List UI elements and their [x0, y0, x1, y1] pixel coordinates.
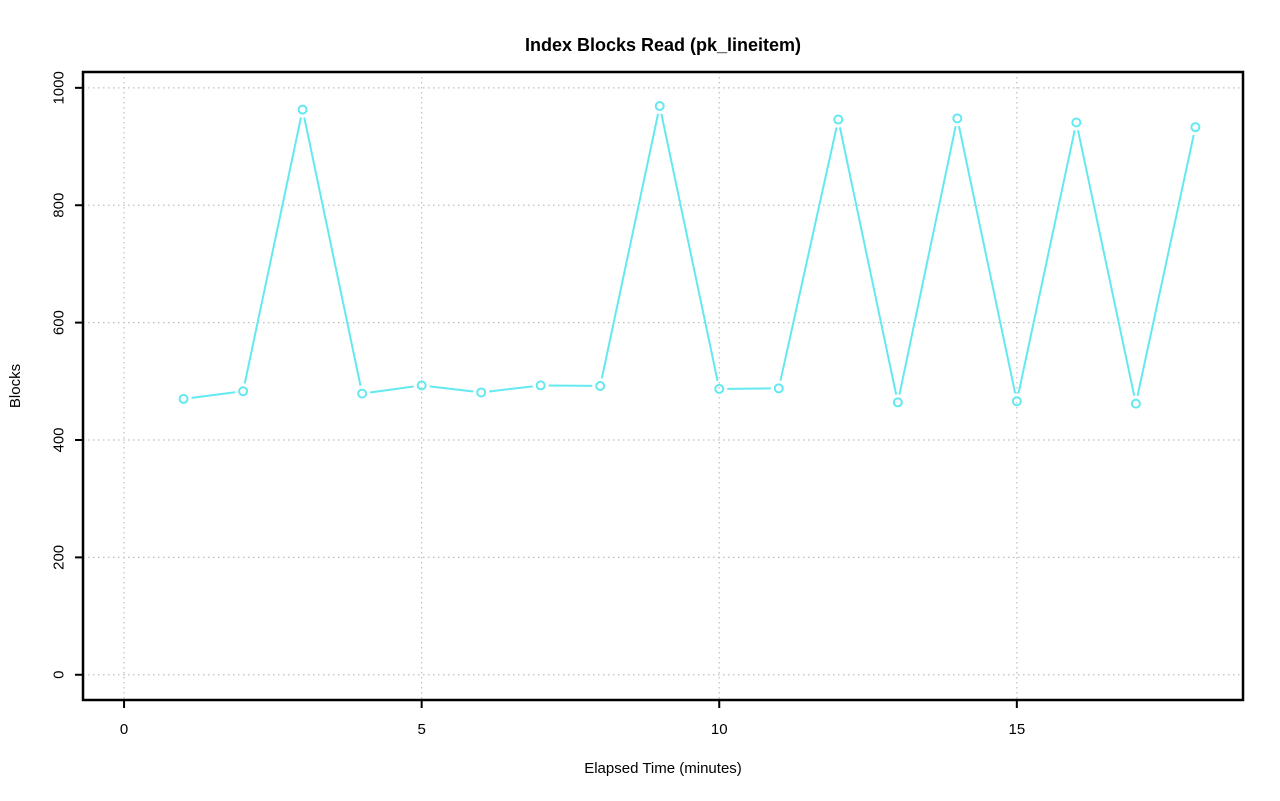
- y-axis-label: Blocks: [7, 364, 24, 408]
- plot-border: [81, 70, 1245, 702]
- x-axis-label: Elapsed Time (minutes): [584, 760, 742, 777]
- series-segment: [489, 385, 533, 393]
- series-segment: [660, 113, 719, 382]
- data-point: [476, 387, 487, 398]
- data-point: [416, 380, 427, 391]
- y-tick-label: 800: [50, 193, 67, 218]
- x-tick-label: 5: [417, 721, 425, 738]
- series-segment: [898, 125, 957, 395]
- x-tick-label: 0: [120, 721, 128, 738]
- series-segment: [243, 117, 302, 384]
- y-tick-label: 400: [50, 427, 67, 452]
- series-segment: [957, 125, 1017, 394]
- series-segment: [429, 385, 474, 393]
- data-point: [1130, 398, 1141, 409]
- y-axis: 0 200 400 600 800 1000: [50, 71, 83, 679]
- chart-title: Index Blocks Read (pk_lineitem): [525, 35, 801, 55]
- y-tick-label: 600: [50, 310, 67, 335]
- series-segment: [838, 127, 898, 395]
- data-point: [1190, 122, 1201, 133]
- data-point: [595, 381, 606, 391]
- data-series: [178, 101, 1201, 409]
- series-segment: [1136, 134, 1195, 396]
- series-segment: [600, 113, 660, 379]
- data-point: [773, 383, 784, 394]
- series-segment: [191, 391, 236, 399]
- series-segment: [369, 385, 414, 394]
- data-point: [1071, 117, 1082, 128]
- data-point: [1011, 396, 1022, 407]
- data-point: [833, 114, 844, 125]
- data-point: [714, 383, 725, 394]
- series-segment: [1017, 130, 1076, 394]
- series-segment: [303, 117, 362, 387]
- series-segment: [779, 127, 838, 381]
- series-segment: [1077, 130, 1136, 396]
- data-point: [297, 104, 308, 115]
- gridlines: [83, 72, 1243, 700]
- x-tick-label: 10: [711, 721, 728, 738]
- data-point: [654, 101, 665, 112]
- data-point: [952, 113, 963, 124]
- data-point: [178, 393, 189, 404]
- x-tick-label: 15: [1008, 721, 1025, 738]
- y-tick-label: 1000: [50, 71, 67, 104]
- data-point: [535, 380, 546, 391]
- data-point: [892, 397, 903, 408]
- data-point: [238, 386, 249, 397]
- x-axis: 0 5 10 15: [120, 700, 1025, 738]
- y-tick-label: 200: [50, 545, 67, 570]
- data-point: [357, 388, 368, 399]
- y-tick-label: 0: [50, 671, 67, 679]
